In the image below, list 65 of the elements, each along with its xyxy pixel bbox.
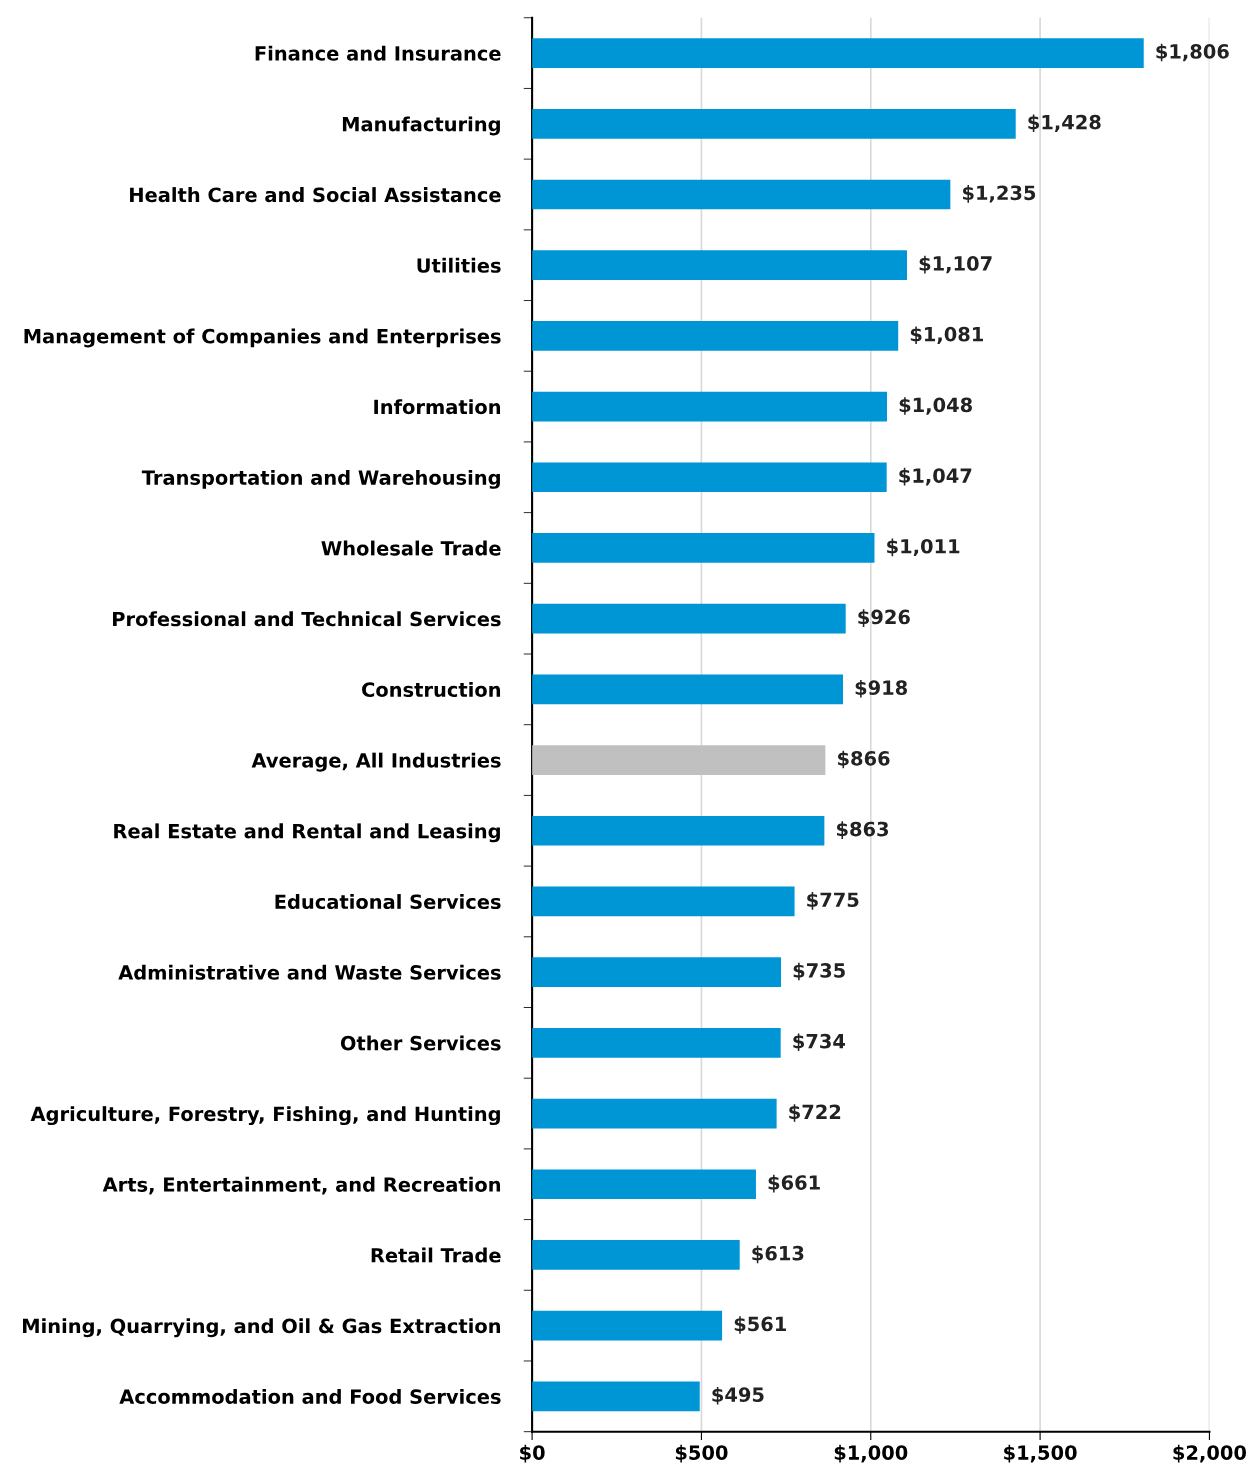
y-tick-label: Mining, Quarrying, and Oil & Gas Extraction [23, 1318, 501, 1338]
data-label: $495 [712, 1386, 764, 1405]
y-tick-label: Information [374, 399, 501, 415]
data-label: $561 [734, 1316, 786, 1334]
y-tick-label: Manufacturing [342, 116, 500, 136]
y-tick-label: Finance and Insurance [255, 45, 501, 61]
bar [532, 1310, 723, 1341]
data-label: $1,428 [1028, 114, 1101, 133]
y-tick-label: Arts, Entertainment, and Recreation [102, 1176, 501, 1195]
x-tick-label: $500 [675, 1444, 728, 1463]
data-label: $1,081 [910, 326, 984, 345]
y-tick-label: Construction [362, 681, 501, 698]
data-label: $866 [838, 750, 890, 769]
data-label: $661 [768, 1174, 820, 1193]
y-tick-label: Transportation and Warehousing [141, 469, 500, 489]
bar [532, 674, 843, 705]
x-tick-label: $2,000 [1173, 1444, 1247, 1463]
bar [532, 321, 899, 351]
y-tick-label: Wholesale Trade [321, 540, 501, 556]
y-tick-label: Other Services [340, 1035, 501, 1051]
data-label: $613 [752, 1245, 804, 1264]
bar [532, 533, 875, 563]
bar [532, 1028, 781, 1058]
y-tick-label: Management of Companies and Enterprises [24, 328, 501, 348]
data-label: $1,107 [919, 255, 992, 274]
y-tick-label: Health Care and Social Assistance [130, 187, 501, 203]
bar [532, 38, 1144, 68]
bar [532, 1381, 700, 1412]
bar [532, 391, 888, 422]
bar [532, 1169, 756, 1200]
data-label: $926 [858, 609, 910, 627]
y-tick-label: Real Estate and Rental and Leasing [114, 823, 500, 843]
bar [532, 957, 782, 987]
bar [532, 815, 825, 846]
bar [532, 250, 907, 281]
bar [532, 462, 887, 493]
x-tick-label: $1,000 [834, 1444, 908, 1463]
y-tick-label: Administrative and Waste Services [118, 964, 501, 980]
data-label: $863 [837, 821, 889, 839]
y-tick-label: Average, All Industries [251, 752, 501, 772]
data-label: $1,048 [899, 397, 972, 415]
bar [532, 1240, 740, 1270]
bar [532, 745, 826, 775]
data-label: $735 [793, 962, 845, 981]
y-tick-label: Agriculture, Forestry, Fishing, and Hunting [30, 1106, 500, 1126]
data-label: $1,047 [899, 467, 972, 486]
x-tick-label: $0 [520, 1444, 545, 1463]
bar [532, 603, 846, 634]
bar [532, 886, 795, 917]
data-label: $1,806 [1156, 43, 1229, 62]
bar [532, 108, 1016, 139]
y-tick-label: Accommodation and Food Services [119, 1388, 501, 1404]
data-label: $722 [789, 1104, 841, 1122]
y-tick-label: Educational Services [275, 894, 501, 910]
data-label: $775 [807, 892, 859, 910]
bar [532, 179, 951, 210]
data-label: $734 [793, 1033, 846, 1052]
bar [532, 1098, 777, 1129]
data-label: $1,011 [887, 538, 960, 557]
y-tick-label: Retail Trade [371, 1247, 501, 1263]
y-tick-label: Professional and Technical Services [113, 611, 501, 627]
data-label: $1,235 [962, 185, 1036, 203]
y-tick-label: Utilities [417, 257, 501, 273]
data-label: $918 [855, 679, 908, 698]
x-tick-label: $1,500 [1004, 1444, 1077, 1463]
